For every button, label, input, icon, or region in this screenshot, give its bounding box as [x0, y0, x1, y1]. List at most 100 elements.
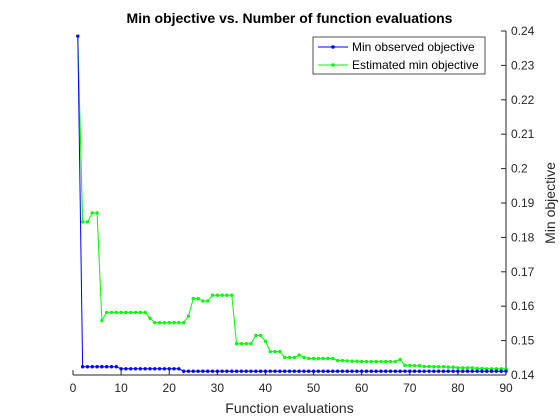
data-point-estimated-min [268, 349, 272, 354]
x-tick-label: 0 [70, 381, 77, 395]
data-point-min-observed [470, 369, 475, 373]
data-point-min-observed [124, 367, 128, 371]
data-point-min-observed [340, 369, 345, 373]
data-point-min-observed [441, 369, 446, 373]
data-point-estimated-min [100, 318, 104, 323]
legend-label-min-observed: Min observed objective [352, 40, 475, 54]
data-point-min-observed [109, 365, 114, 369]
series-min-observed [76, 34, 508, 373]
x-tick-label: 40 [259, 381, 273, 395]
data-point-min-observed [321, 369, 325, 373]
data-point-estimated-min [326, 356, 330, 361]
y-axis-ticks: 0.14 0.15 0.16 0.17 0.18 0.19 0.2 0.21 0.22 0.23 0… [501, 24, 535, 382]
data-point-estimated-min [162, 321, 167, 325]
x-axis-label: Function evaluations [225, 400, 353, 416]
legend-marker-min-observed [331, 45, 335, 49]
data-point-estimated-min [369, 359, 373, 364]
data-point-min-observed [162, 367, 167, 371]
data-point-estimated-min [282, 355, 287, 360]
legend-marker-estimated-min [331, 63, 335, 67]
data-point-estimated-min [172, 321, 176, 325]
x-tick-label: 50 [307, 381, 321, 395]
data-point-min-observed [350, 369, 354, 373]
data-point-min-observed [148, 367, 152, 371]
data-point-estimated-min [249, 342, 253, 346]
x-tick-label: 30 [211, 381, 225, 395]
data-point-min-observed [422, 369, 426, 373]
data-point-estimated-min [465, 366, 470, 370]
data-point-estimated-min [379, 359, 383, 364]
data-point-min-observed [485, 369, 489, 373]
data-point-min-observed [249, 369, 253, 373]
data-point-min-observed [480, 369, 484, 373]
data-point-estimated-min [157, 321, 162, 325]
data-point-min-observed [456, 369, 460, 373]
data-point-estimated-min [95, 211, 99, 215]
data-point-estimated-min [475, 366, 479, 371]
data-point-min-observed [181, 369, 186, 373]
data-point-min-observed [359, 369, 364, 373]
x-tick-label: 60 [355, 381, 369, 395]
data-point-min-observed [278, 369, 282, 373]
data-point-estimated-min [398, 357, 402, 362]
data-point-min-observed [292, 369, 297, 373]
data-point-min-observed [384, 369, 388, 373]
y-axis-label: Min objective [542, 162, 558, 244]
data-point-estimated-min [340, 358, 345, 363]
data-point-estimated-min [355, 359, 359, 363]
y-tick-label: 0.23 [511, 58, 535, 72]
data-point-estimated-min [254, 333, 258, 338]
data-point-min-observed [85, 365, 90, 369]
data-point-estimated-min [191, 296, 195, 301]
data-point-min-observed [230, 369, 234, 373]
data-point-estimated-min [278, 349, 282, 354]
data-point-estimated-min [307, 356, 311, 361]
data-point-estimated-min [345, 359, 349, 363]
data-point-min-observed [239, 369, 244, 373]
data-point-estimated-min [287, 355, 292, 360]
data-point-estimated-min [331, 356, 335, 361]
data-point-estimated-min [408, 363, 412, 368]
data-point-estimated-min [499, 367, 503, 371]
data-point-min-observed [297, 369, 301, 373]
data-point-estimated-min [350, 359, 354, 363]
data-point-estimated-min [461, 366, 465, 370]
data-point-min-observed [119, 367, 123, 371]
data-point-estimated-min [374, 359, 378, 364]
data-point-estimated-min [119, 310, 123, 315]
data-point-min-observed [186, 369, 191, 373]
chart-title: Min objective vs. Number of function eva… [127, 10, 453, 26]
data-point-min-observed [215, 369, 220, 373]
data-point-estimated-min [225, 293, 229, 297]
data-point-min-observed [364, 369, 369, 373]
data-point-min-observed [133, 367, 138, 371]
data-point-min-observed [210, 369, 215, 373]
data-point-min-observed [90, 365, 94, 369]
data-point-estimated-min [335, 358, 340, 363]
data-point-min-observed [287, 369, 292, 373]
data-point-estimated-min [436, 365, 441, 369]
data-point-min-observed [282, 369, 287, 373]
plot-area [73, 31, 506, 375]
x-tick-label: 70 [403, 381, 417, 395]
series-layer [76, 34, 508, 373]
data-point-min-observed [489, 369, 494, 373]
data-point-min-observed [432, 369, 436, 373]
data-point-min-observed [311, 369, 316, 373]
data-point-estimated-min [273, 349, 277, 354]
data-point-estimated-min [311, 356, 316, 361]
legend: Min observed objective Estimated min obj… [312, 36, 486, 75]
data-point-estimated-min [494, 367, 499, 371]
data-point-estimated-min [196, 296, 200, 301]
data-point-min-observed [499, 369, 503, 373]
data-point-estimated-min [485, 367, 489, 371]
data-point-min-observed [138, 367, 143, 371]
data-point-min-observed [268, 369, 272, 373]
data-point-estimated-min [239, 342, 244, 346]
data-point-min-observed [331, 369, 335, 373]
data-point-estimated-min [292, 355, 297, 360]
data-point-min-observed [465, 369, 470, 373]
data-point-estimated-min [133, 310, 138, 315]
data-point-estimated-min [129, 310, 133, 315]
